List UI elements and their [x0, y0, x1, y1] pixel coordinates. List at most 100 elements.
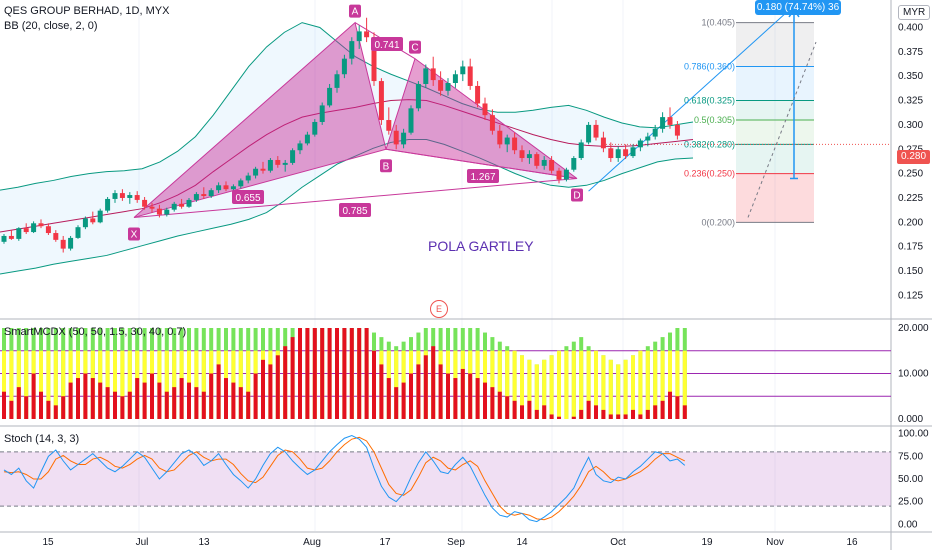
fib-zone: [736, 22, 814, 67]
stoch-axis-tick: 100.00: [898, 429, 929, 440]
smi-red-bar: [135, 378, 140, 419]
smi-yellow-bar: [534, 364, 539, 419]
smi-yellow-bar: [571, 350, 576, 419]
smi-red-bar: [2, 391, 6, 419]
candle-body: [541, 159, 547, 166]
candle-body: [393, 130, 399, 145]
candle-body: [23, 228, 29, 233]
candle-body: [608, 148, 614, 159]
stoch-axis-tick: 50.00: [898, 474, 923, 485]
pattern-title: POLA GARTLEY: [428, 238, 534, 254]
smi-axis-tick: 10.000: [898, 369, 929, 380]
smi-red-bar: [468, 373, 473, 419]
candle-body: [356, 31, 362, 42]
bb-legend[interactable]: BB (20, close, 2, 0): [4, 20, 98, 32]
smi-red-bar: [372, 350, 376, 419]
smi-red-bar: [31, 373, 36, 419]
smi-red-bar: [24, 396, 29, 419]
smi-red-bar: [409, 373, 413, 419]
candle-body: [386, 120, 392, 131]
pattern-point-badge: [349, 4, 361, 18]
smi-yellow-bar: [238, 350, 243, 419]
candle-body: [600, 137, 606, 149]
candle-body: [415, 83, 421, 109]
smi-yellow-bar: [201, 350, 206, 419]
smi-yellow-bar: [9, 350, 14, 419]
smi-red-bar: [253, 373, 258, 419]
ratio-label: 0.655: [235, 193, 260, 204]
pattern-point-label: D: [573, 190, 580, 201]
smi-yellow-bar: [512, 350, 517, 419]
smi-red-bar: [638, 414, 643, 419]
time-axis-tick: 19: [701, 537, 713, 548]
candle-body: [482, 103, 488, 116]
time-axis-tick: Jul: [136, 537, 149, 548]
stoch-legend[interactable]: Stoch (14, 3, 3): [4, 433, 80, 445]
candle-body: [186, 199, 192, 207]
candle-body: [637, 140, 643, 148]
smi-red-bar: [675, 396, 680, 419]
time-axis-tick: Oct: [610, 537, 626, 548]
smartmcdx-legend[interactable]: SmartMCDX (50, 50, 1.5, 30, 40, 0.7): [4, 326, 187, 338]
pattern-point-badge: [571, 188, 583, 202]
candle-body: [164, 209, 170, 215]
candle-body: [571, 158, 577, 170]
candle-body: [438, 80, 444, 91]
projection-dashed: [747, 41, 817, 218]
fib-zone: [736, 100, 814, 121]
candle-body: [90, 218, 96, 223]
candle-body: [253, 168, 259, 176]
fib-level-label: 1(0.405): [701, 18, 735, 28]
symbol-title[interactable]: QES GROUP BERHAD, 1D, MYX: [4, 5, 170, 17]
time-axis-tick: 13: [198, 537, 210, 548]
smi-red-bar: [61, 396, 66, 419]
price-axis-tick: 0.275: [898, 144, 923, 155]
smi-red-bar: [586, 400, 591, 419]
pattern-point-label: C: [411, 43, 418, 54]
smi-yellow-bar: [505, 350, 510, 419]
pattern-point-label: A: [352, 7, 359, 18]
candle-body: [371, 37, 377, 82]
event-marker[interactable]: E: [430, 300, 448, 318]
currency-badge[interactable]: MYR: [898, 5, 931, 20]
smi-red-bar: [90, 378, 95, 419]
smi-red-bar: [475, 378, 480, 419]
smi-yellow-bar: [246, 350, 251, 419]
smi-red-bar: [460, 368, 465, 419]
price-axis-tick: 0.300: [898, 120, 923, 131]
smi-red-bar: [83, 373, 88, 419]
bb-upper-line: [0, 22, 694, 191]
price-axis-tick: 0.225: [898, 193, 923, 204]
candle-body: [378, 81, 384, 121]
candle-body: [630, 147, 636, 157]
smi-red-bar: [497, 391, 502, 419]
smi-red-bar: [150, 373, 154, 419]
smi-red-bar: [76, 378, 80, 419]
smi-yellow-bar: [608, 359, 613, 419]
candle-body: [319, 105, 325, 122]
smi-red-bar: [571, 416, 576, 419]
time-axis-tick: 17: [379, 537, 391, 548]
smi-red-bar: [275, 355, 280, 419]
gartley-xd-line: [133, 177, 578, 218]
smi-red-bar: [490, 387, 495, 419]
candle-body: [290, 150, 296, 163]
candle-body: [216, 185, 222, 191]
smi-yellow-bar: [127, 350, 132, 419]
candle-body: [16, 228, 22, 239]
candle-body: [423, 68, 429, 84]
candle-body: [149, 206, 155, 209]
smi-red-bar: [527, 400, 532, 419]
fib-level-label: 0(0.200): [701, 217, 735, 227]
candle-body: [142, 199, 148, 207]
smi-red-bar: [601, 409, 606, 419]
candle-body: [364, 31, 370, 38]
smi-axis-tick: 20.000: [898, 323, 929, 334]
price-axis-tick: 0.175: [898, 242, 923, 253]
smi-yellow-bar: [631, 355, 635, 419]
smi-yellow-bar: [164, 350, 169, 419]
gartley-bd-line: [385, 148, 578, 179]
smi-red-bar: [209, 373, 214, 419]
